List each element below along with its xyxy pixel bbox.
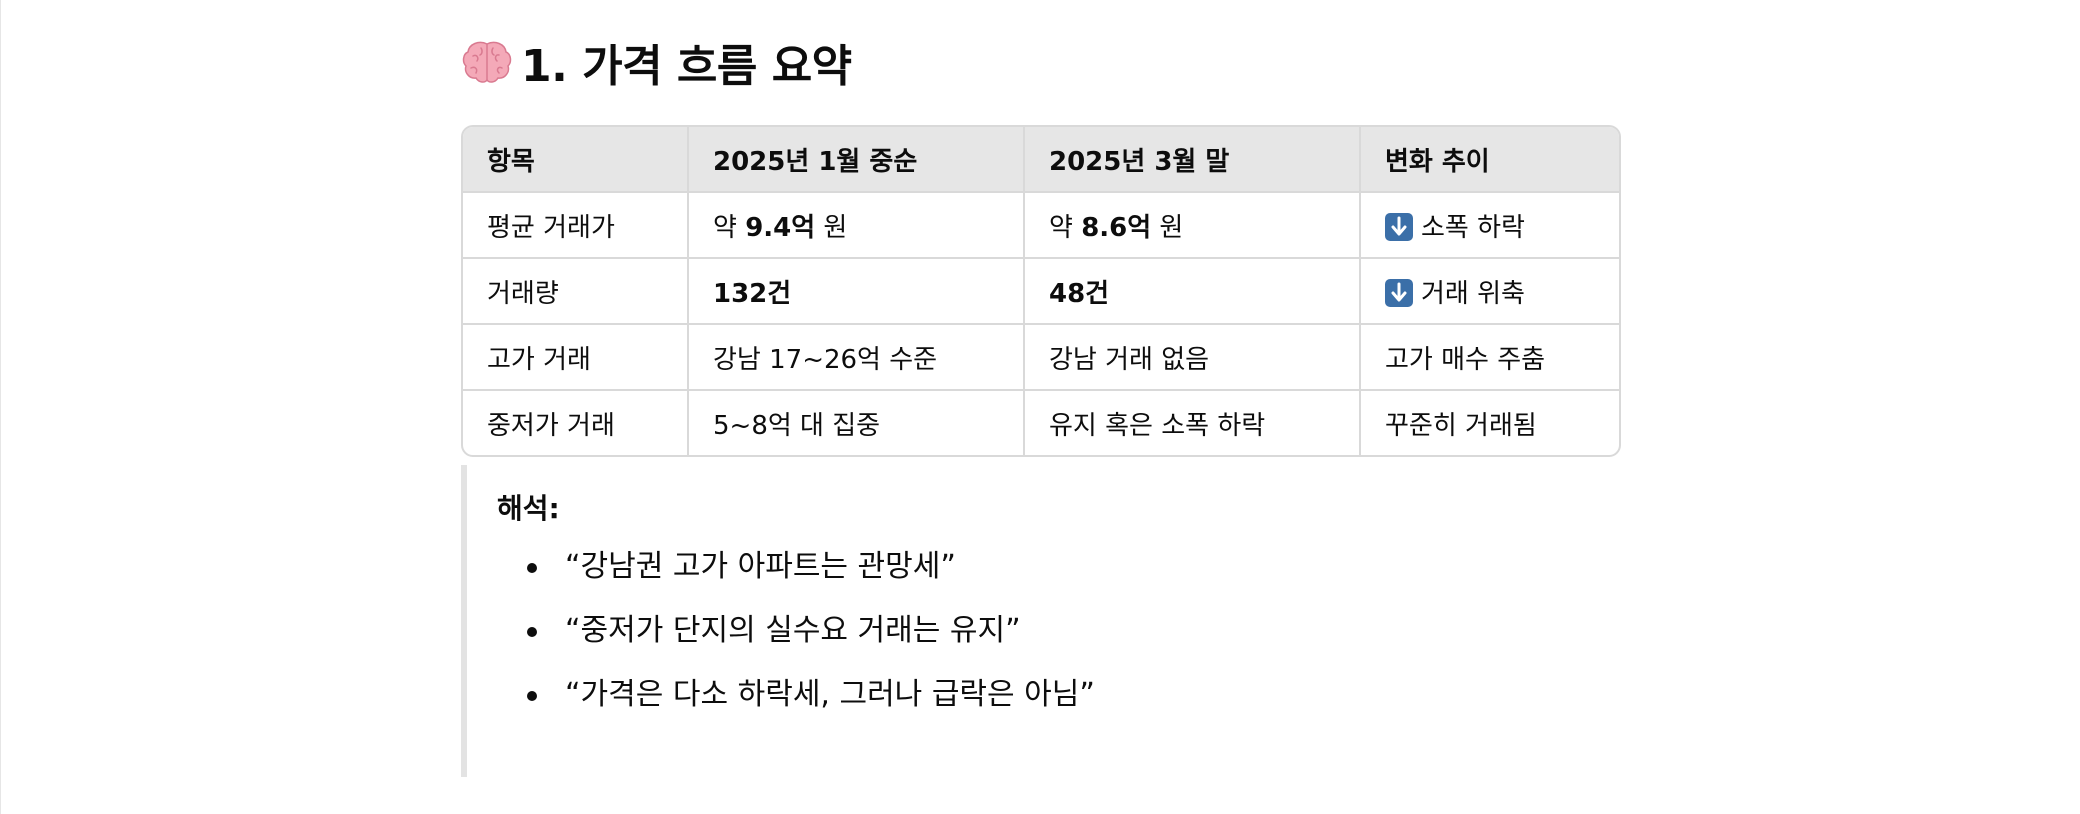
- cell-mar: 약 8.6억 원: [1024, 192, 1361, 259]
- cell-mar-prefix: 약: [1049, 212, 1082, 243]
- cell-mar: 48건: [1024, 258, 1361, 325]
- brain-icon: [461, 38, 513, 86]
- cell-mar: 강남 거래 없음: [1024, 324, 1361, 391]
- cell-jan: 132건: [688, 258, 1025, 325]
- table-row: 중저가 거래 5~8억 대 집중 유지 혹은 소폭 하락 꾸준히 거래됨: [463, 390, 1619, 455]
- interpretation-blockquote: 해석: “강남권 고가 아파트는 관망세” “중저가 단지의 실수요 거래는 유…: [461, 465, 1567, 777]
- table-row: 고가 거래 강남 17~26억 수준 강남 거래 없음 고가 매수 주춤: [463, 324, 1619, 391]
- down-arrow-icon: [1385, 278, 1413, 307]
- cell-mar-suffix: 원: [1151, 212, 1184, 243]
- cell-trend: 소폭 하락: [1360, 192, 1619, 259]
- cell-trend: 꾸준히 거래됨: [1385, 410, 1537, 441]
- down-arrow-icon: [1385, 212, 1413, 241]
- header-trend: 변화 추이: [1360, 127, 1619, 193]
- cell-item: 평균 거래가: [463, 192, 689, 259]
- cell-item: 고가 거래: [463, 324, 689, 391]
- section-heading: 1. 가격 흐름 요약: [461, 30, 852, 94]
- cell-jan: 강남 17~26억 수준: [688, 324, 1025, 391]
- table-row: 평균 거래가 약 9.4억 원 약 8.6억 원 소폭 하락: [463, 192, 1619, 259]
- interpretation-label: 해석:: [497, 492, 560, 525]
- table-header-row: 항목 2025년 1월 중순 2025년 3월 말 변화 추이: [463, 127, 1619, 193]
- cell-jan: 약 9.4억 원: [688, 192, 1025, 259]
- cell-trend-text: 소폭 하락: [1421, 212, 1525, 243]
- table-row: 거래량 132건 48건 거래 위축: [463, 258, 1619, 325]
- header-item: 항목: [463, 127, 689, 193]
- cell-mar-value: 8.6억: [1081, 212, 1152, 243]
- cell-item: 중저가 거래: [463, 390, 689, 455]
- section-title: 1. 가격 흐름 요약: [521, 41, 852, 92]
- cell-mar: 유지 혹은 소폭 하락: [1024, 390, 1361, 455]
- cell-item: 거래량: [463, 258, 689, 325]
- cell-trend: 고가 매수 주춤: [1360, 324, 1619, 391]
- cell-jan-suffix: 원: [815, 212, 848, 243]
- interpretation-list: “강남권 고가 아파트는 관망세” “중저가 단지의 실수요 거래는 유지” “…: [527, 547, 1095, 739]
- cell-trend: 거래 위축: [1360, 258, 1619, 325]
- cell-jan: 5~8억 대 집중: [688, 390, 1025, 455]
- cell-jan-prefix: 약: [713, 212, 746, 243]
- cell-trend-text: 거래 위축: [1421, 278, 1525, 309]
- price-summary-table: 항목 2025년 1월 중순 2025년 3월 말 변화 추이 평균 거래가 약…: [461, 125, 1621, 457]
- list-item: “강남권 고가 아파트는 관망세”: [527, 547, 1095, 611]
- left-divider: [0, 0, 1, 814]
- list-item: “가격은 다소 하락세, 그러나 급락은 아님”: [527, 675, 1095, 739]
- list-item: “중저가 단지의 실수요 거래는 유지”: [527, 611, 1095, 675]
- header-mar-2025: 2025년 3월 말: [1024, 127, 1361, 193]
- cell-jan-value: 9.4억: [745, 212, 816, 243]
- header-jan-2025: 2025년 1월 중순: [688, 127, 1025, 193]
